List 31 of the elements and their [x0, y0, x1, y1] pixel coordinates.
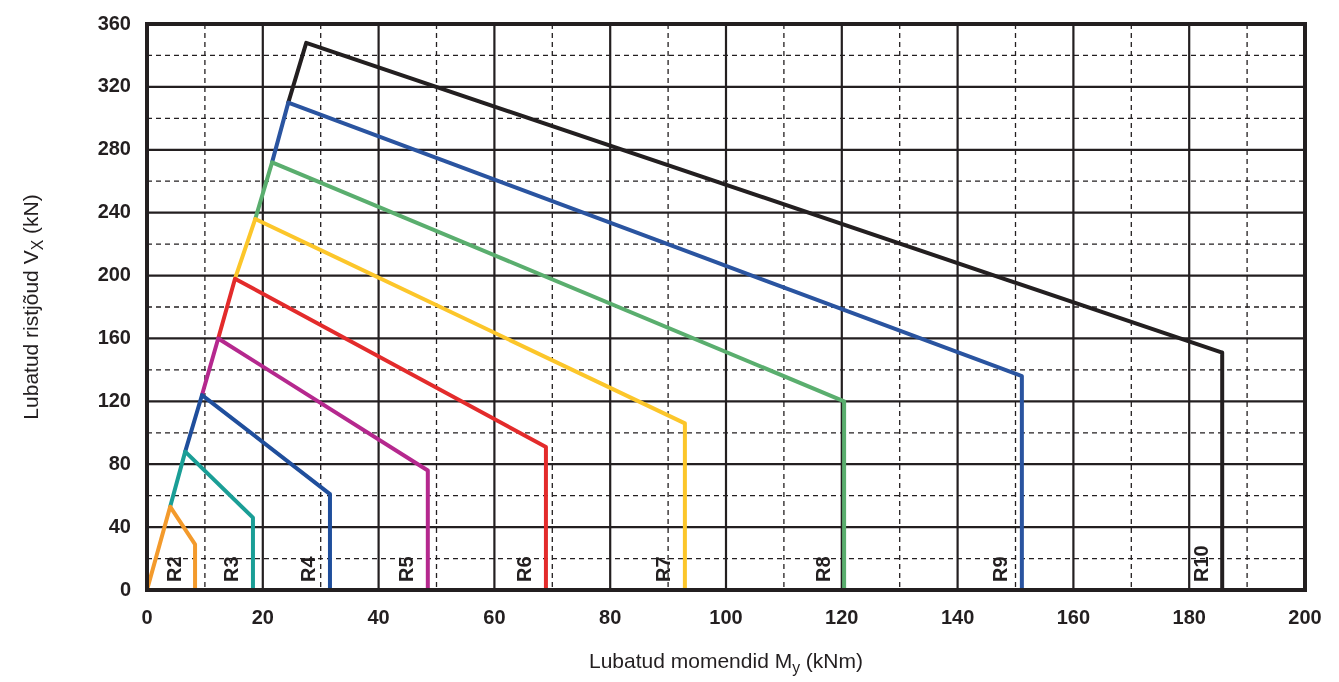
- text: R6: [513, 556, 536, 582]
- text: R8: [811, 556, 834, 582]
- text: R4: [297, 555, 320, 582]
- y-tick-label: 240: [97, 200, 131, 223]
- x-tick-label: 160: [1056, 605, 1091, 628]
- x-tick-label: 40: [367, 605, 390, 628]
- y-tick-label: 360: [97, 11, 131, 34]
- x-tick-label: 140: [940, 605, 975, 628]
- y-axis-title: Lubatud ristjõud VX (kN): [18, 194, 46, 420]
- text: R7: [652, 556, 675, 582]
- x-tick-label: 200: [1288, 605, 1322, 628]
- x-tick-label: 0: [141, 605, 153, 628]
- text: R9: [989, 556, 1012, 582]
- y-tick-label: 280: [97, 137, 131, 160]
- x-tick-label: 180: [1172, 605, 1206, 628]
- x-tick-label: 120: [825, 605, 859, 628]
- text: R3: [220, 556, 243, 582]
- x-tick-label: 100: [709, 605, 743, 628]
- y-tick-label: 120: [97, 388, 131, 411]
- x-tick-label: 60: [483, 605, 506, 628]
- x-tick-label: 20: [251, 605, 274, 628]
- y-tick-label: 40: [108, 514, 131, 537]
- y-tick-label: 320: [97, 74, 131, 97]
- text: R10: [1189, 545, 1212, 582]
- y-tick-label: 80: [108, 451, 131, 474]
- x-tick-label: 80: [599, 605, 622, 628]
- text: R5: [395, 556, 418, 582]
- text: R2: [162, 556, 185, 582]
- y-tick-label: 0: [119, 577, 131, 600]
- y-tick-label: 160: [97, 325, 131, 348]
- y-tick-label: 200: [97, 263, 131, 286]
